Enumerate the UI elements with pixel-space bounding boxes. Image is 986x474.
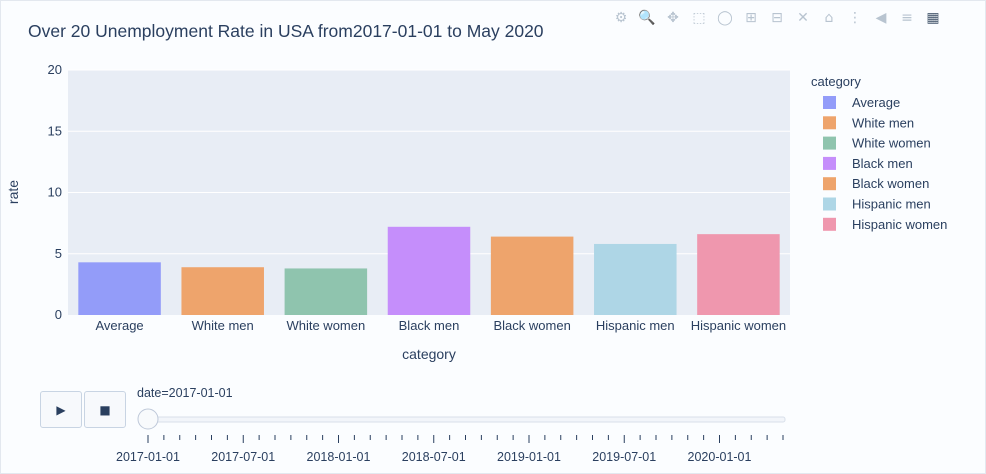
bar[interactable]: [78, 262, 161, 315]
x-tick-label: White men: [192, 318, 254, 333]
slider-tick-label: 2019-01-01: [497, 450, 561, 464]
reset-axes-icon[interactable]: ⌂: [824, 10, 834, 26]
legend-swatch: [823, 96, 836, 109]
lasso-select-icon[interactable]: ◯: [717, 10, 733, 26]
slider-tick-label: 2019-07-01: [592, 450, 656, 464]
legend-item[interactable]: Black women: [852, 176, 929, 191]
legend-item[interactable]: Average: [852, 95, 900, 110]
legend-item[interactable]: Hispanic men: [852, 197, 931, 212]
legend-swatch: [823, 156, 836, 170]
slider-rail[interactable]: [146, 416, 786, 423]
slider-tick-label: 2018-01-01: [307, 450, 371, 464]
zoom-in-icon[interactable]: ⊞: [745, 10, 757, 26]
x-tick-labels: Average White men White women Black men Blac…: [95, 318, 786, 333]
x-tick-label: Black men: [399, 318, 460, 333]
zoom-icon[interactable]: 🔍: [638, 10, 656, 26]
y-tick-label: 0: [55, 307, 62, 322]
y-tick-label: 10: [48, 185, 62, 200]
bar[interactable]: [387, 226, 471, 315]
x-tick-label: Hispanic men: [596, 318, 675, 333]
stop-button[interactable]: ■: [84, 391, 126, 428]
bar[interactable]: [697, 234, 780, 315]
legend-swatch: [823, 217, 836, 231]
legend: category Average White men White women Blac…: [811, 74, 947, 232]
play-button[interactable]: ▶: [40, 391, 82, 428]
slider-tick-label: 2017-01-01: [116, 450, 180, 464]
legend-swatch: [823, 177, 836, 191]
y-tick-label: 5: [55, 246, 62, 261]
bar[interactable]: [284, 268, 368, 315]
x-tick-label: Hispanic women: [691, 318, 786, 333]
plotly-logo-icon[interactable]: ▦: [926, 10, 940, 26]
slider-handle[interactable]: [137, 408, 159, 430]
legend-swatch: [823, 116, 836, 130]
slider-tick-label: 2017-07-01: [211, 450, 275, 464]
x-tick-label: Black women: [493, 318, 570, 333]
hover-closest-icon[interactable]: ◀: [875, 10, 887, 26]
spike-lines-icon[interactable]: ⋮: [848, 10, 862, 26]
x-tick-label: Average: [95, 318, 143, 333]
y-tick-labels: 0 5 10 15 20: [48, 62, 62, 322]
bar[interactable]: [594, 243, 677, 315]
legend-item[interactable]: Black men: [852, 156, 913, 171]
play-icon: ▶: [56, 402, 66, 417]
bar[interactable]: [181, 267, 264, 315]
pan-icon[interactable]: ✥: [667, 10, 679, 26]
x-axis-label: category: [402, 346, 456, 362]
modebar: ⚙ 🔍 ✥ ⬚ ◯ ⊞ ⊟ ✕ ⌂ ⋮ ◀ ≡ ▦: [610, 8, 944, 28]
chart-title: Over 20 Unemployment Rate in USA from201…: [28, 21, 544, 41]
bar[interactable]: [490, 236, 574, 315]
legend-item[interactable]: White men: [852, 115, 914, 130]
legend-swatch: [823, 197, 836, 211]
hover-compare-icon[interactable]: ≡: [901, 10, 913, 26]
y-axis-label: rate: [5, 180, 21, 204]
box-select-icon[interactable]: ⬚: [692, 10, 706, 26]
slider-tick-label: 2020-01-01: [688, 450, 752, 464]
zoom-out-icon[interactable]: ⊟: [771, 10, 783, 26]
legend-item[interactable]: Hispanic women: [852, 217, 947, 232]
legend-title: category: [811, 74, 861, 89]
camera-icon[interactable]: ⚙: [614, 10, 628, 26]
slider-tick-label: 2018-07-01: [402, 450, 466, 464]
slider-current-label: date=2017-01-01: [137, 386, 233, 400]
x-tick-label: White women: [286, 318, 365, 333]
bars: [78, 226, 780, 315]
stop-icon: ■: [99, 402, 111, 417]
slider-ticks: 2017-01-01 2017-07-01 2018-01-01 2018-07-01…: [116, 435, 784, 464]
legend-swatch: [823, 136, 836, 150]
y-tick-label: 20: [48, 62, 62, 77]
legend-item[interactable]: White women: [852, 136, 931, 151]
autoscale-icon[interactable]: ✕: [797, 10, 809, 26]
y-tick-label: 15: [48, 123, 62, 138]
